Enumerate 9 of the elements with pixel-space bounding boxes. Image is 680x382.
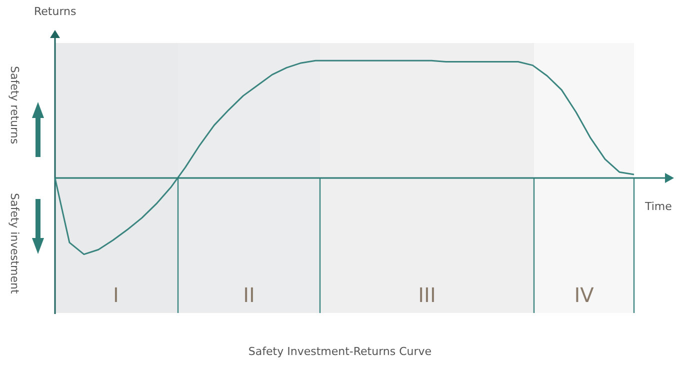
text: IV <box>574 283 594 307</box>
text: II <box>243 283 255 307</box>
text: Safety returns <box>8 66 21 144</box>
x-axis-title: Time <box>645 200 672 213</box>
y-axis-title: Returns <box>34 5 76 18</box>
text: I <box>113 283 119 307</box>
text: Safety Investment-Returns Curve <box>247 345 433 358</box>
text: Safety investment <box>8 193 21 294</box>
text: III <box>418 283 436 307</box>
